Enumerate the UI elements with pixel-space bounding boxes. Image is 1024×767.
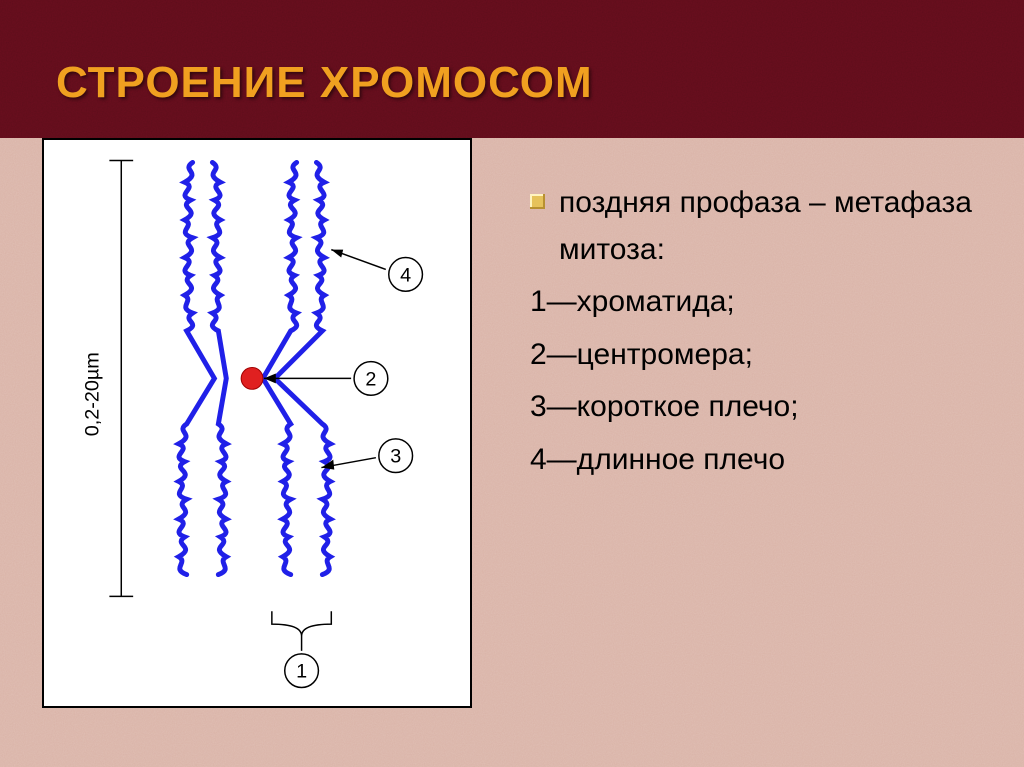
scale-label: 0,2-20µm <box>81 352 103 436</box>
slide: СТРОЕНИЕ ХРОМОСОМ 0,2-20µm <box>0 0 1024 767</box>
bullet-heading: поздняя профаза – метафаза митоза: <box>530 180 1000 273</box>
svg-text:2: 2 <box>365 368 376 390</box>
bullet-icon <box>530 194 545 209</box>
slide-title: СТРОЕНИЕ ХРОМОСОМ <box>56 58 593 108</box>
text-panel: поздняя профаза – метафаза митоза: 1—хро… <box>530 180 1000 489</box>
chromatid-right <box>263 162 330 574</box>
centromere-dot <box>241 368 263 390</box>
legend-3: 3—короткое плечо; <box>530 384 1000 431</box>
chromosome-diagram: 0,2-20µm 4 <box>42 138 472 708</box>
chromatid-left <box>179 162 227 574</box>
legend-4: 4—длинное плечо <box>530 437 1000 484</box>
legend-1: 1—хроматида; <box>530 279 1000 326</box>
svg-text:1: 1 <box>296 661 307 683</box>
svg-text:3: 3 <box>390 446 401 468</box>
callout-4: 4 <box>331 250 422 292</box>
callout-1: 1 <box>272 611 331 687</box>
legend-2: 2—центромера; <box>530 332 1000 379</box>
bullet-text: поздняя профаза – метафаза митоза: <box>559 180 1000 273</box>
svg-text:4: 4 <box>400 264 411 286</box>
callout-2: 2 <box>264 362 388 396</box>
